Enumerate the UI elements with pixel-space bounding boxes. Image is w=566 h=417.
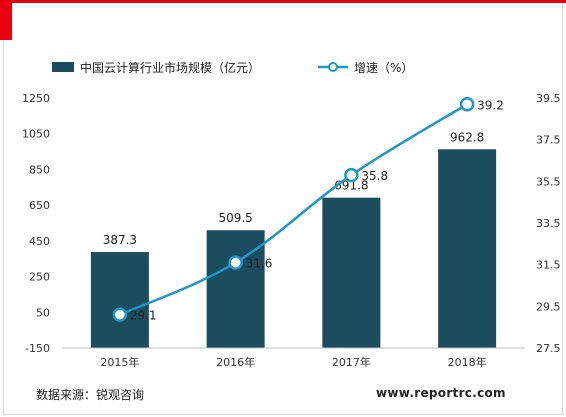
y-axis-right: 39.5 37.5 35.5 33.5 31.5 29.5 27.5 bbox=[536, 92, 561, 355]
line-point bbox=[112, 307, 128, 322]
bar-value-label: 962.8 bbox=[450, 130, 484, 144]
y-right-tick-label: 33.5 bbox=[536, 217, 561, 230]
line-point bbox=[459, 97, 475, 112]
legend-marker-line bbox=[328, 62, 338, 72]
y-left-tick-label: 1250 bbox=[22, 92, 50, 105]
x-tick-label: 2017年 bbox=[332, 355, 371, 369]
legend: 中国云计算行业市场规模（亿元） 增速（%） bbox=[52, 60, 413, 75]
y-left-tick-label: 650 bbox=[29, 199, 50, 212]
y-right-tick-label: 39.5 bbox=[536, 92, 561, 105]
legend-label-line: 增速（%） bbox=[354, 61, 413, 75]
line-value-label: 39.2 bbox=[477, 98, 504, 112]
y-right-tick-label: 29.5 bbox=[536, 300, 561, 313]
y-left-tick-label: 1050 bbox=[22, 128, 50, 141]
line-value-label: 31.6 bbox=[246, 257, 273, 271]
y-right-tick-label: 31.5 bbox=[536, 259, 561, 272]
bar bbox=[438, 149, 497, 348]
legend-swatch-bar bbox=[52, 62, 74, 72]
line-point bbox=[344, 167, 359, 183]
y-right-tick-label: 27.5 bbox=[536, 342, 561, 355]
y-right-tick-label: 35.5 bbox=[536, 175, 561, 188]
line-point bbox=[228, 255, 243, 270]
line-series: 29.1 31.6 35.8 39.2 bbox=[112, 97, 504, 323]
y-left-tick-label: -150 bbox=[25, 342, 50, 355]
y-left-tick-label: 50 bbox=[36, 306, 50, 319]
footer-url: www.reportrc.com bbox=[376, 386, 506, 400]
bar bbox=[322, 197, 381, 348]
bar-value-label: 509.5 bbox=[218, 211, 252, 225]
line-value-label: 29.1 bbox=[130, 309, 157, 323]
bar-value-label: 387.3 bbox=[103, 233, 137, 247]
y-left-tick-label: 850 bbox=[29, 163, 50, 176]
x-tick-label: 2016年 bbox=[216, 355, 255, 369]
chart-frame bbox=[3, 0, 563, 415]
y-left-tick-label: 250 bbox=[29, 271, 50, 284]
growth-line bbox=[119, 103, 468, 316]
legend-label-bar: 中国云计算行业市场规模（亿元） bbox=[80, 60, 260, 75]
top-rule bbox=[12, 0, 566, 3]
y-axis-left: 1250 1050 850 650 450 250 50 -150 bbox=[22, 92, 50, 355]
x-tick-label: 2015年 bbox=[100, 355, 139, 369]
accent-bar bbox=[0, 0, 12, 40]
bar bbox=[90, 252, 149, 348]
x-axis: 2015年 2016年 2017年 2018年 bbox=[62, 347, 525, 369]
x-tick-label: 2018年 bbox=[448, 355, 487, 369]
line-value-label: 35.8 bbox=[361, 169, 388, 183]
y-left-tick-label: 450 bbox=[29, 235, 50, 248]
source-note: 数据来源：锐观咨询 bbox=[36, 388, 145, 402]
y-right-tick-label: 37.5 bbox=[536, 134, 561, 147]
